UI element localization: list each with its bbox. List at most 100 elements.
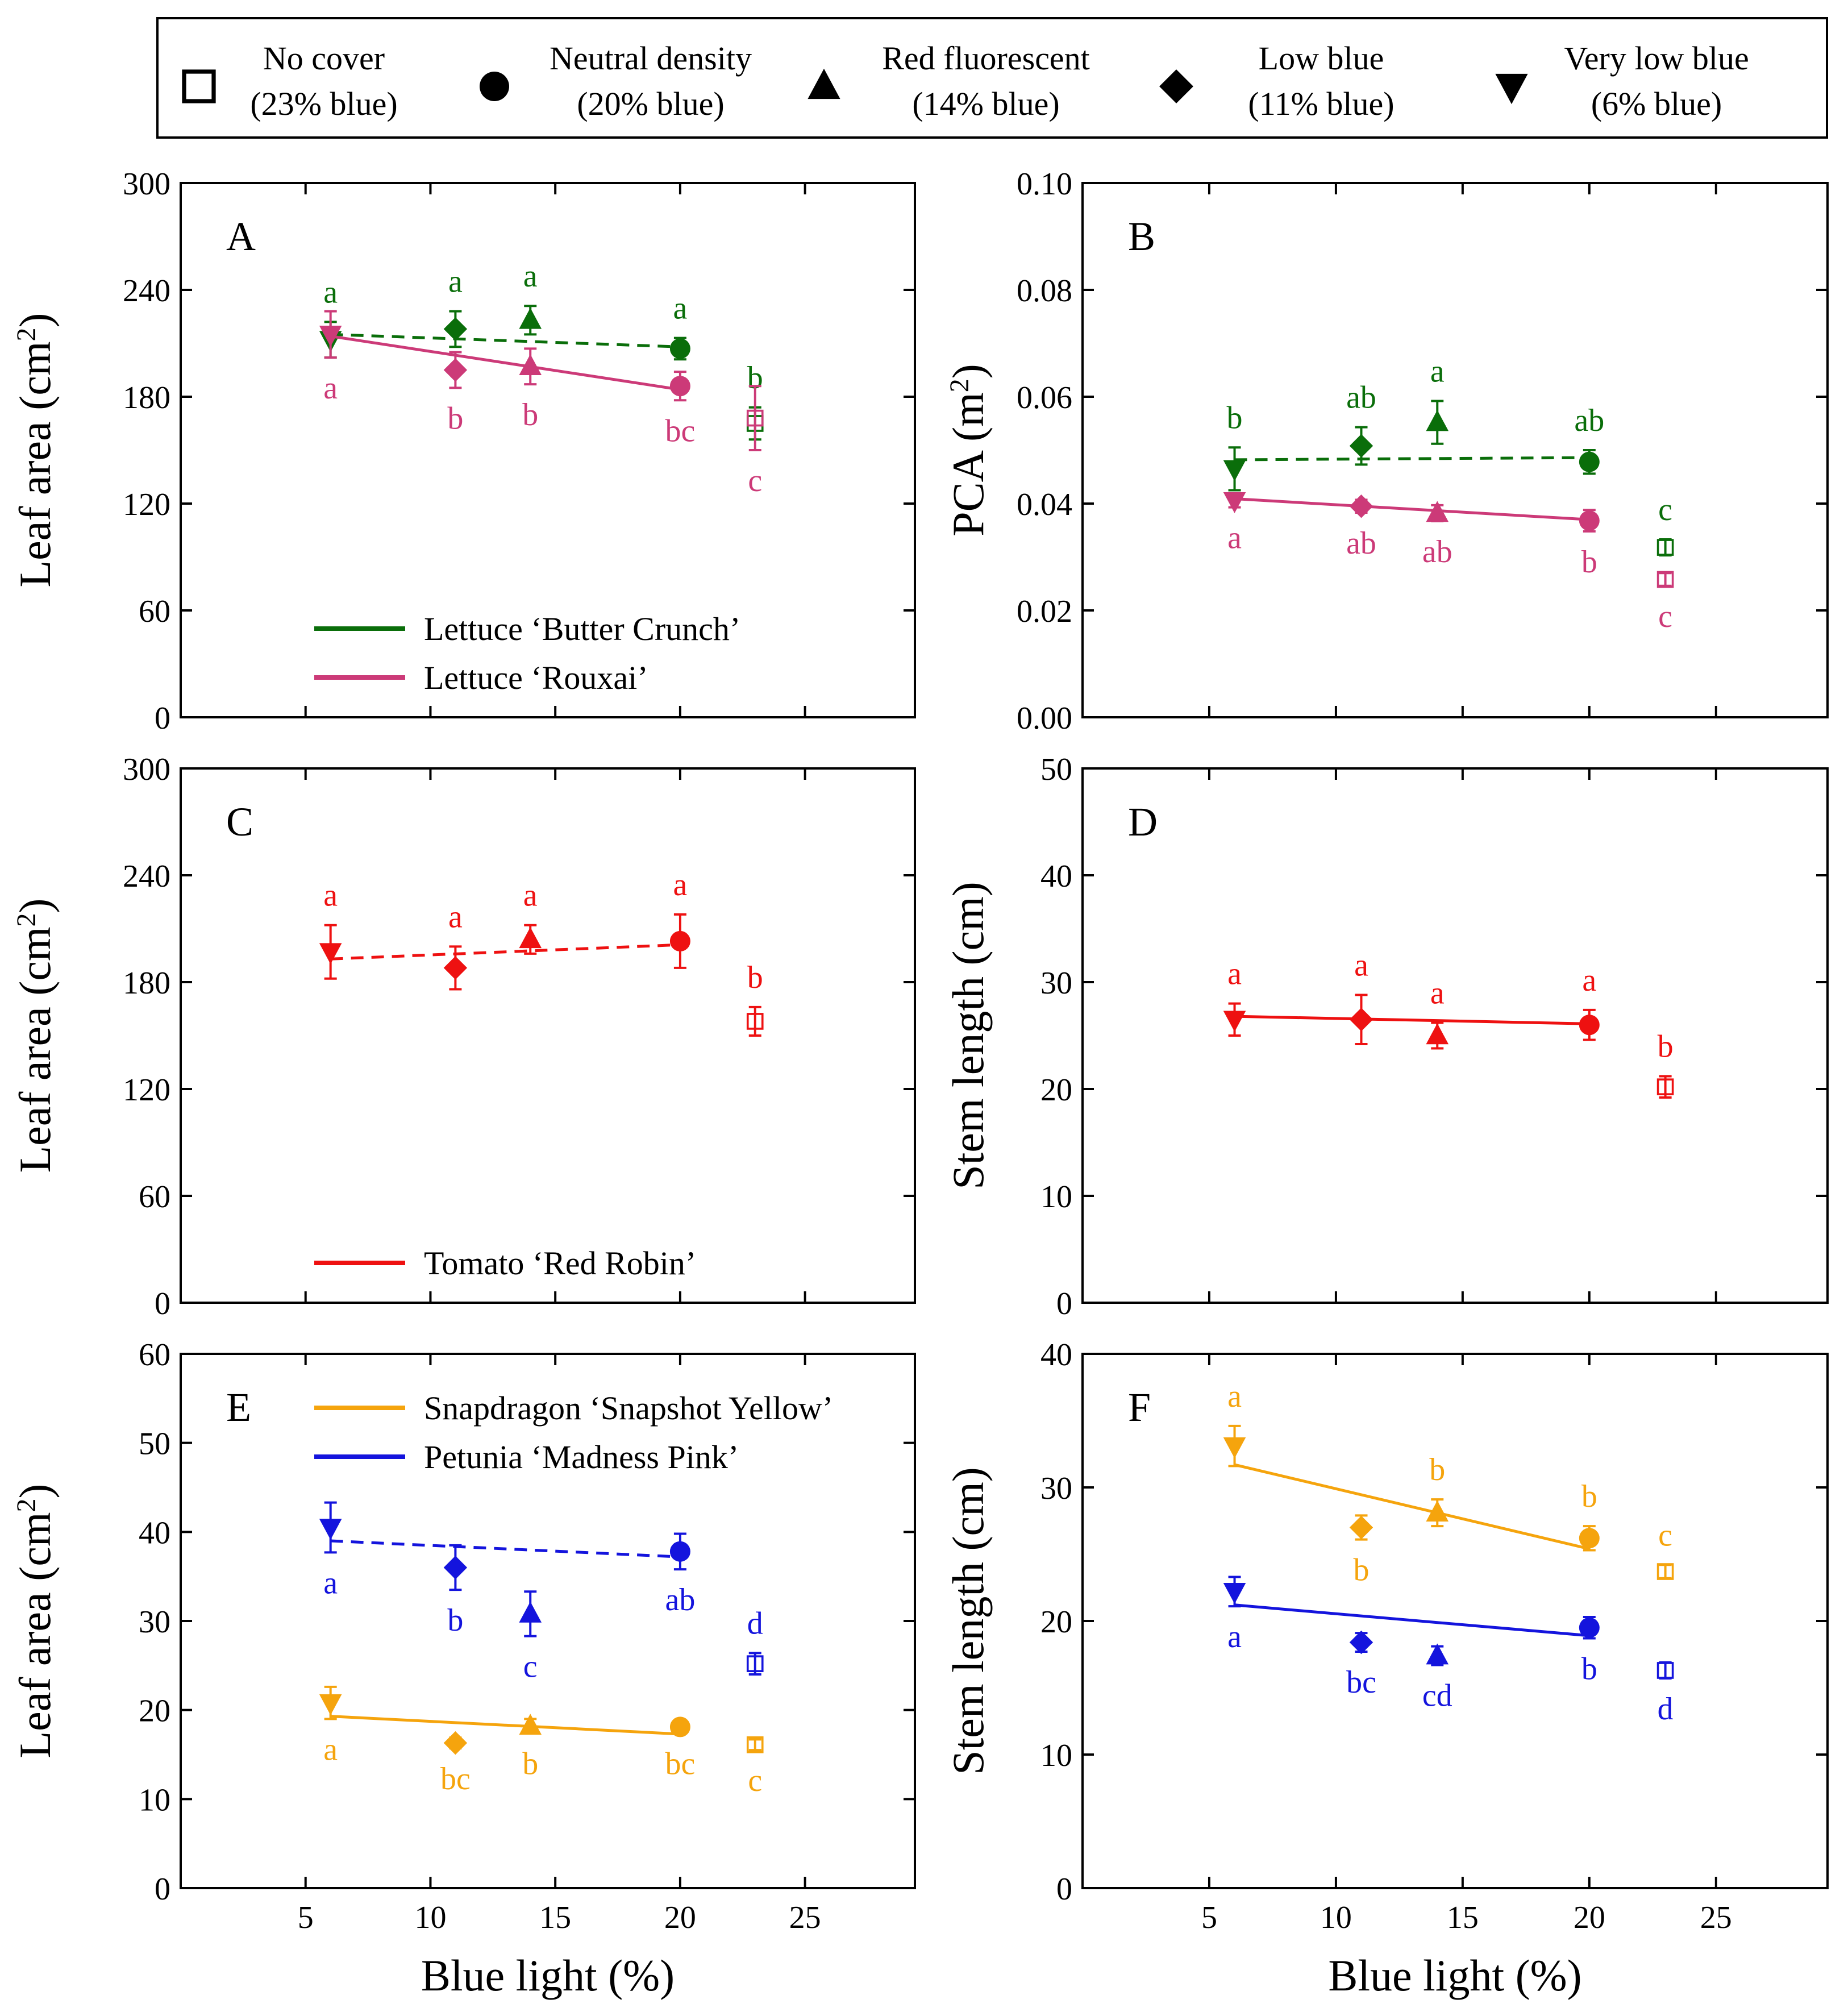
x-tick-label: 20 xyxy=(1574,1900,1605,1935)
y-tick-label: 20 xyxy=(139,1694,170,1729)
significance-letter: bc xyxy=(665,1746,695,1781)
data-point-diamond xyxy=(443,317,468,341)
data-point-diamond xyxy=(1349,1008,1373,1032)
data-point-square-open xyxy=(1656,1078,1674,1096)
legend-label-2: Red fluorescent xyxy=(882,40,1090,77)
fit-line xyxy=(1234,1463,1590,1551)
y-axis-label-text: Stem length (cm) xyxy=(943,882,993,1190)
y-axis-label-sup: 2 xyxy=(11,1499,41,1512)
x-tick-label: 20 xyxy=(664,1900,696,1935)
fit-line xyxy=(330,334,681,391)
significance-letter: b xyxy=(1354,1553,1370,1588)
panel-letter: A xyxy=(226,214,256,259)
legend-label-4: Very low blue xyxy=(1564,40,1749,77)
data-point-triangle-up xyxy=(519,1601,542,1623)
x-axis-label: Blue light (%) xyxy=(421,1951,675,2000)
series-legend-label: Snapdragon ‘Snapshot Yellow’ xyxy=(424,1390,833,1427)
y-tick-label: 50 xyxy=(139,1427,170,1462)
data-point-diamond xyxy=(1349,494,1373,518)
legend-triangle-down-icon xyxy=(1495,73,1528,105)
significance-letter: b xyxy=(1227,400,1243,435)
y-axis-label: Stem length (cm) xyxy=(943,1467,993,1775)
y-axis-label-sup: 2 xyxy=(11,328,41,342)
significance-letter: a xyxy=(1354,948,1368,983)
y-axis-label-end: ) xyxy=(10,899,60,913)
fit-line xyxy=(1234,1603,1590,1637)
series-0: b ab a ab c xyxy=(1223,354,1674,557)
series-legend-label: Petunia ‘Madness Pink’ xyxy=(424,1439,739,1475)
y-tick-label: 240 xyxy=(123,273,170,309)
data-point-triangle-down xyxy=(319,1519,342,1540)
y-axis-label: PCA (m2) xyxy=(943,364,993,537)
panel-letter: F xyxy=(1128,1385,1151,1430)
panel-frame xyxy=(1081,767,1829,1304)
fit-line xyxy=(1234,456,1589,462)
y-tick-label: 0 xyxy=(155,1286,170,1321)
significance-letter: a xyxy=(323,878,338,913)
data-point-diamond xyxy=(443,956,468,980)
significance-letter: b xyxy=(1581,1479,1597,1514)
fit-line xyxy=(330,1715,681,1736)
y-axis-label-text: Leaf area (cm xyxy=(10,342,60,588)
y-tick-label: 60 xyxy=(139,1337,170,1373)
significance-letter: a xyxy=(1227,957,1242,992)
significance-letter: a xyxy=(1430,975,1445,1011)
data-point-triangle-up xyxy=(519,307,542,329)
series-1: a bc cd b d xyxy=(1223,1576,1674,1727)
significance-letter: a xyxy=(448,264,463,300)
series-legend-label: Lettuce ‘Rouxai’ xyxy=(424,659,648,696)
y-tick-label: 30 xyxy=(1040,966,1072,1001)
series-legend-label: Lettuce ‘Butter Crunch’ xyxy=(424,610,740,647)
x-tick-label: 5 xyxy=(1201,1900,1217,1935)
y-axis-label: Stem length (cm) xyxy=(943,882,993,1190)
y-tick-label: 20 xyxy=(1040,1073,1072,1108)
data-point-square-open xyxy=(1656,539,1674,556)
data-point-circle xyxy=(669,1541,690,1562)
y-tick-label: 60 xyxy=(139,1179,170,1215)
legend-label-0: No cover xyxy=(263,40,385,77)
legend-sublabel-1: (20% blue) xyxy=(577,85,724,122)
significance-letter: b xyxy=(522,397,538,433)
significance-letter: a xyxy=(323,1732,338,1767)
y-axis-label-text: Leaf area (cm xyxy=(10,927,60,1173)
x-tick-label: 25 xyxy=(789,1900,821,1935)
marker-legend: No cover (23% blue) Neutral density (20% bl… xyxy=(156,17,1828,139)
series-1: a ab ab b c xyxy=(1223,492,1674,634)
panel-letter: E xyxy=(226,1385,251,1430)
y-tick-label: 10 xyxy=(139,1782,170,1818)
y-tick-label: 180 xyxy=(123,966,170,1001)
data-point-diamond xyxy=(1349,1630,1373,1655)
significance-letter: bc xyxy=(665,413,695,448)
significance-letter: a xyxy=(323,371,338,406)
data-point-diamond xyxy=(1349,1515,1373,1540)
data-point-triangle-up xyxy=(519,354,542,376)
data-point-circle xyxy=(669,376,690,397)
panel-D: 0 10 20 30 40 50 Stem length (cm) Da a a a b xyxy=(943,752,1829,1321)
significance-letter: a xyxy=(673,867,687,903)
data-point-triangle-down xyxy=(319,1694,342,1715)
legend-label-1: Neutral density xyxy=(550,40,752,77)
y-tick-label: 20 xyxy=(1040,1605,1072,1640)
data-point-square-open xyxy=(746,1013,764,1030)
y-tick-label: 10 xyxy=(1040,1738,1072,1773)
significance-letter: c xyxy=(1658,599,1672,634)
panel-frame xyxy=(1081,182,1829,718)
significance-letter: ab xyxy=(665,1582,695,1618)
significance-letter: b xyxy=(1581,544,1597,580)
data-point-triangle-down xyxy=(1223,1583,1246,1604)
data-point-triangle-up xyxy=(519,1714,542,1735)
series-legend-label: Tomato ‘Red Robin’ xyxy=(424,1245,696,1282)
x-tick-label: 15 xyxy=(539,1900,571,1935)
data-point-circle xyxy=(1579,1015,1600,1036)
y-axis-label-end: ) xyxy=(10,313,60,328)
y-tick-label: 40 xyxy=(1040,859,1072,894)
fit-line xyxy=(330,943,681,961)
significance-letter: b xyxy=(522,1746,538,1781)
significance-letter: a xyxy=(1582,963,1596,998)
y-tick-label: 0 xyxy=(155,701,170,736)
data-point-triangle-down xyxy=(319,326,342,347)
panel-frame xyxy=(1081,1353,1829,1889)
x-tick-label: 15 xyxy=(1447,1900,1479,1935)
